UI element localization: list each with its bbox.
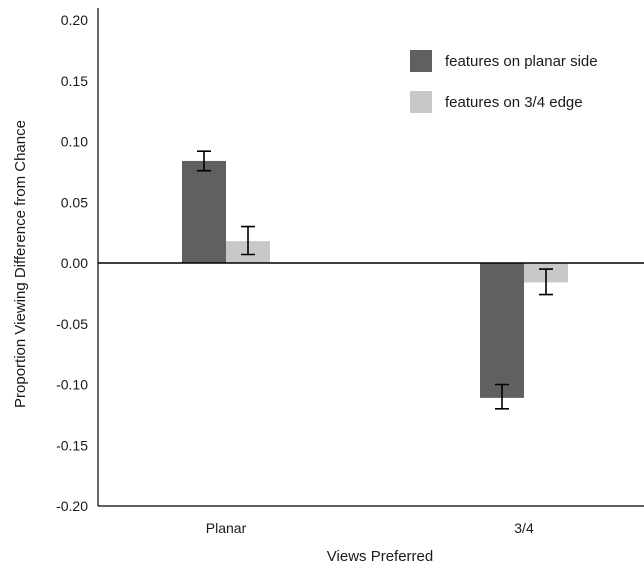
y-tick-label: -0.20: [56, 498, 88, 514]
y-tick-label: 0.20: [61, 12, 88, 28]
y-axis-title: Proportion Viewing Difference from Chanc…: [12, 120, 29, 408]
legend-swatch-3-4-edge: [410, 91, 432, 113]
error-bar: [241, 225, 255, 256]
x-tick-label: 3/4: [514, 520, 534, 536]
error-bar: [197, 150, 211, 172]
x-axis-ticks: Planar 3/4: [206, 520, 534, 536]
legend-swatch-planar-side: [410, 50, 432, 72]
y-tick-label: 0.05: [61, 194, 88, 210]
y-tick-label: 0.10: [61, 134, 88, 150]
error-bar: [495, 383, 509, 410]
bars: [182, 160, 568, 398]
bar: [182, 160, 226, 263]
y-tick-label: 0.15: [61, 73, 88, 89]
legend: features on planar side features on 3/4 …: [410, 50, 598, 113]
y-axis-ticks: 0.20 0.15 0.10 0.05 0.00 -0.05 -0.10 -0.15 -0.20: [56, 12, 88, 514]
bar: [480, 263, 524, 398]
y-tick-label: -0.10: [56, 377, 88, 393]
x-axis-title: Views Preferred: [327, 548, 433, 565]
y-tick-label: -0.15: [56, 437, 88, 453]
y-tick-label: 0.00: [61, 255, 88, 271]
x-tick-label: Planar: [206, 520, 247, 536]
y-tick-label: -0.05: [56, 316, 88, 332]
legend-label-planar-side: features on planar side: [445, 53, 598, 70]
error-bars: [197, 150, 553, 410]
legend-label-3-4-edge: features on 3/4 edge: [445, 94, 583, 111]
error-bar: [539, 268, 553, 296]
